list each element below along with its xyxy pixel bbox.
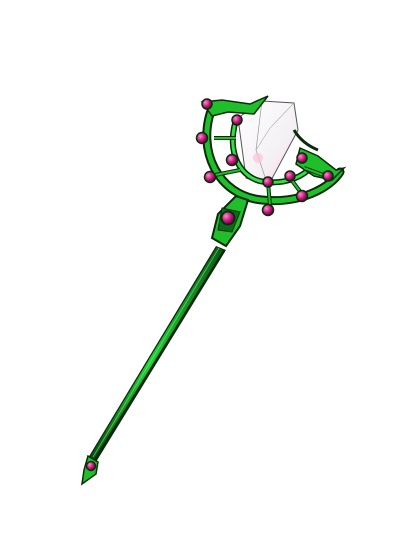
gem bbox=[262, 176, 274, 188]
gem bbox=[203, 170, 217, 184]
staff-collar bbox=[210, 194, 250, 248]
gem bbox=[225, 153, 239, 167]
gem bbox=[296, 152, 308, 164]
gem bbox=[284, 170, 296, 182]
staff-shaft bbox=[88, 246, 226, 462]
collar-gem bbox=[220, 210, 236, 226]
gem bbox=[201, 98, 213, 110]
gem bbox=[195, 131, 209, 145]
gem bbox=[322, 170, 334, 182]
gem bbox=[295, 189, 309, 203]
frame-gems bbox=[195, 98, 334, 217]
staff-pommel bbox=[81, 454, 99, 486]
gem bbox=[261, 203, 275, 217]
gem bbox=[231, 114, 243, 126]
pommel-gem bbox=[85, 460, 97, 472]
